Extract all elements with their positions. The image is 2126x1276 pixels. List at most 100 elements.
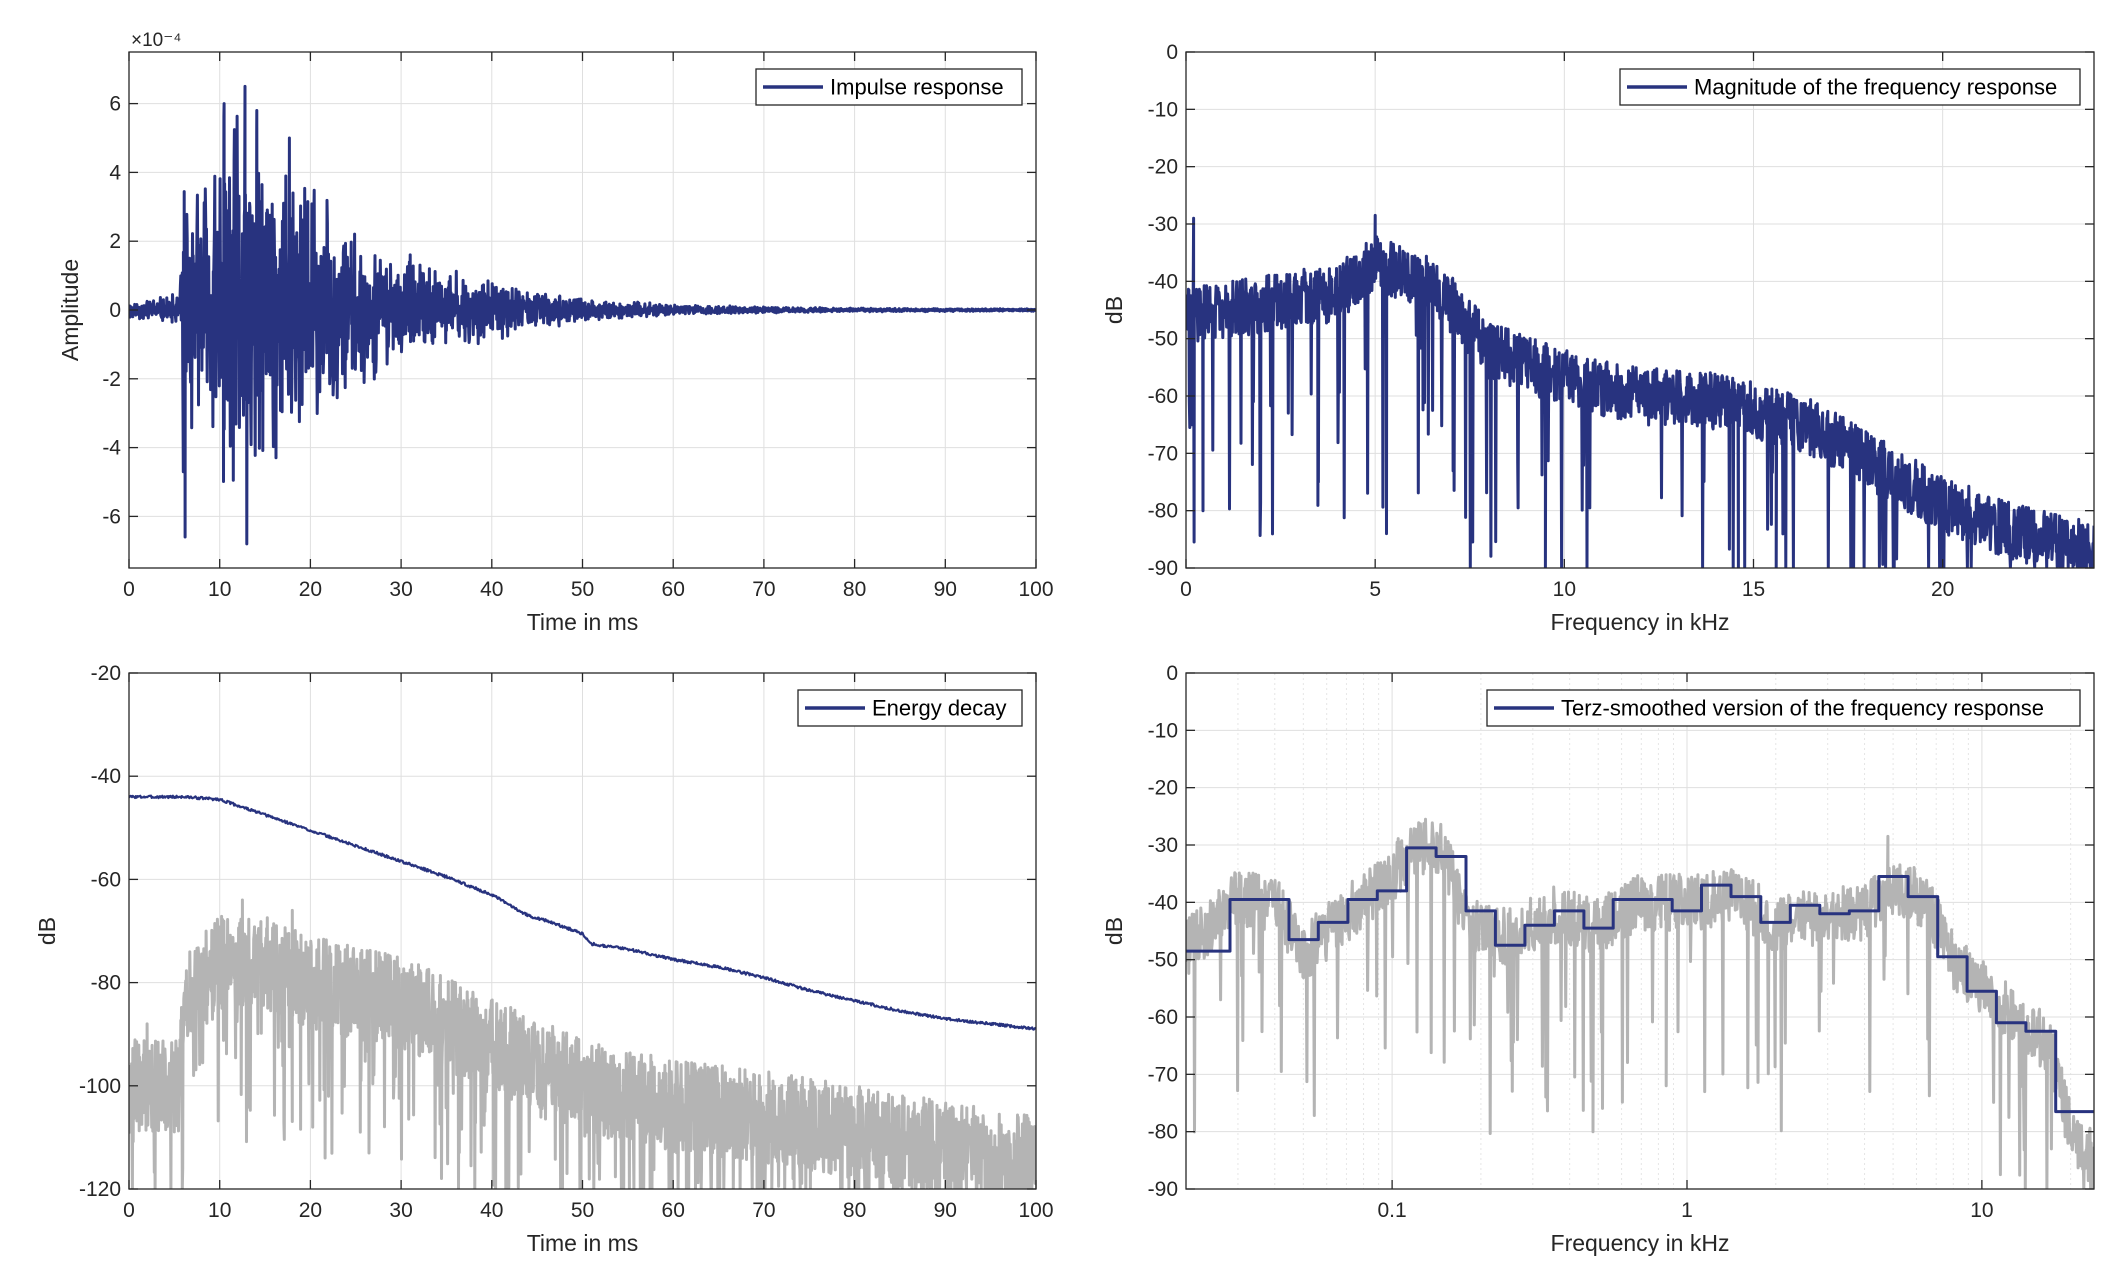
axes-frame [1185,51,2095,569]
x-tick-label: 10 [1553,578,1576,601]
x-tick-label: 50 [571,578,594,601]
y-tick-label: -90 [1148,557,1178,580]
x-tick-label: 0 [123,578,135,601]
y-tick-label: -20 [1148,777,1178,800]
y-tick-label: 0 [109,299,121,322]
legend-label: Terz-smoothed version of the frequency r… [1561,696,2044,721]
y-tick-label: -50 [1148,949,1178,972]
legend-box [1486,689,2081,727]
series-group [1186,817,2094,1189]
y-tick-label: -100 [79,1075,121,1098]
terz-smoothed-version-of-the-frequency-response-line [1186,846,2094,1114]
x-tick-label: 30 [389,1199,412,1222]
x-axis-label: Time in ms [527,609,639,635]
legend: Magnitude of the frequency response [1619,68,2081,106]
y-tick-label: -6 [102,505,121,528]
y-tick-label: -40 [1148,891,1178,914]
y-tick-label: 0 [1166,662,1178,685]
y-tick-label: 0 [1166,41,1178,64]
y-tick-label: -80 [1148,500,1178,523]
y-tick-label: -60 [91,868,121,891]
legend: Impulse response [755,68,1023,106]
magnitude-of-the-frequency-response-line [1186,213,2094,568]
y-tick-label: 6 [109,93,121,116]
impulse-response-line [129,84,1036,546]
series-group [1186,213,2094,568]
y-tick-label: 2 [109,230,121,253]
x-tick-label: 70 [752,1199,775,1222]
axes-magnitude: 0 5 10 15 20 0 -10 -20 -30 -40 -50 -60 -70 -80 -90 Freq… [1101,41,2095,635]
y-tick-label: -10 [1148,719,1178,742]
ticks: 0 10 20 30 40 50 60 70 80 90 100 -20 -40 -60 -80 -100 -1… [79,662,1054,1222]
x-tick-label: 70 [752,578,775,601]
x-tick-label: 90 [934,578,957,601]
x-tick-label: 100 [1018,578,1053,601]
ticks: 0 10 20 30 40 50 60 70 80 90 100 -6 -4 -2 0 2 4 6 [102,52,1054,601]
series-group [129,794,1036,1189]
legend-label: Energy decay [872,696,1007,721]
x-tick-label: 40 [480,578,503,601]
y-tick-label: -20 [91,662,121,685]
y-axis-label: dB [1101,917,1127,945]
y-axis-label: dB [34,917,60,945]
legend-label: Magnitude of the frequency response [1694,75,2057,100]
ticks: 0.1 1 10 0 -10 -20 -30 -40 -50 -60 -70 -80 -90 [1148,662,2094,1222]
y-tick-label: -30 [1148,213,1178,236]
axes-terz: 0.1 1 10 0 -10 -20 -30 -40 -50 -60 -70 -80 -90 Freque… [1101,662,2095,1256]
x-tick-label: 50 [571,1199,594,1222]
legend: Terz-smoothed version of the frequency r… [1486,689,2081,727]
x-tick-label: 60 [662,1199,685,1222]
x-tick-label: 0 [1180,578,1192,601]
y-axis-label: dB [1101,296,1127,324]
y-tick-label: -50 [1148,328,1178,351]
x-tick-label: 80 [843,1199,866,1222]
y-axis-label: Amplitude [57,259,83,361]
y-tick-label: -40 [1148,270,1178,293]
x-tick-label: 0.1 [1378,1199,1407,1222]
ticks: 0 5 10 15 20 0 -10 -20 -30 -40 -50 -60 -70 -80 -90 [1148,41,2094,601]
y-tick-label: -60 [1148,385,1178,408]
x-tick-label: 20 [1931,578,1954,601]
legend-box [1619,68,2081,106]
x-axis-label: Frequency in kHz [1551,609,1730,635]
axes-impulse: 0 10 20 30 40 50 60 70 80 90 100 -6 -4 -2 0 2 4 6 Time in … [57,30,1054,635]
y-tick-label: 4 [109,161,121,184]
x-tick-label: 1 [1681,1199,1693,1222]
y-tick-label: -70 [1148,442,1178,465]
minor-gridlines [1237,673,2072,1189]
y-tick-label: -80 [91,972,121,995]
x-tick-label: 60 [662,578,685,601]
x-tick-label: 100 [1018,1199,1053,1222]
x-tick-label: 15 [1742,578,1765,601]
x-tick-label: 5 [1369,578,1381,601]
energy-decay-line [129,794,1036,1031]
y-tick-label: -120 [79,1178,121,1201]
x-tick-label: 80 [843,578,866,601]
x-tick-label: 90 [934,1199,957,1222]
x-tick-label: 20 [299,1199,322,1222]
x-tick-label: 10 [208,1199,231,1222]
legend: Energy decay [797,689,1023,727]
axes-energy_decay: 0 10 20 30 40 50 60 70 80 90 100 -20 -40 -60 -80 -100 -1… [34,662,1054,1256]
y-tick-label: -40 [91,765,121,788]
x-axis-label: Time in ms [527,1230,639,1256]
background-line [1186,817,2094,1189]
y-tick-label: -4 [102,437,121,460]
axis-exponent-label: ×10⁻⁴ [131,30,181,51]
x-tick-label: 0 [123,1199,135,1222]
y-tick-label: -90 [1148,1178,1178,1201]
x-tick-label: 10 [208,578,231,601]
x-tick-label: 30 [389,578,412,601]
legend-label: Impulse response [830,75,1004,100]
y-tick-label: -80 [1148,1121,1178,1144]
background-line [129,898,1036,1189]
x-tick-label: 10 [1970,1199,1993,1222]
y-tick-label: -30 [1148,834,1178,857]
y-tick-label: -20 [1148,156,1178,179]
y-tick-label: -2 [102,368,121,391]
series-group [129,84,1036,546]
x-tick-label: 20 [299,578,322,601]
x-axis-label: Frequency in kHz [1551,1230,1730,1256]
y-tick-label: -60 [1148,1006,1178,1029]
x-tick-label: 40 [480,1199,503,1222]
